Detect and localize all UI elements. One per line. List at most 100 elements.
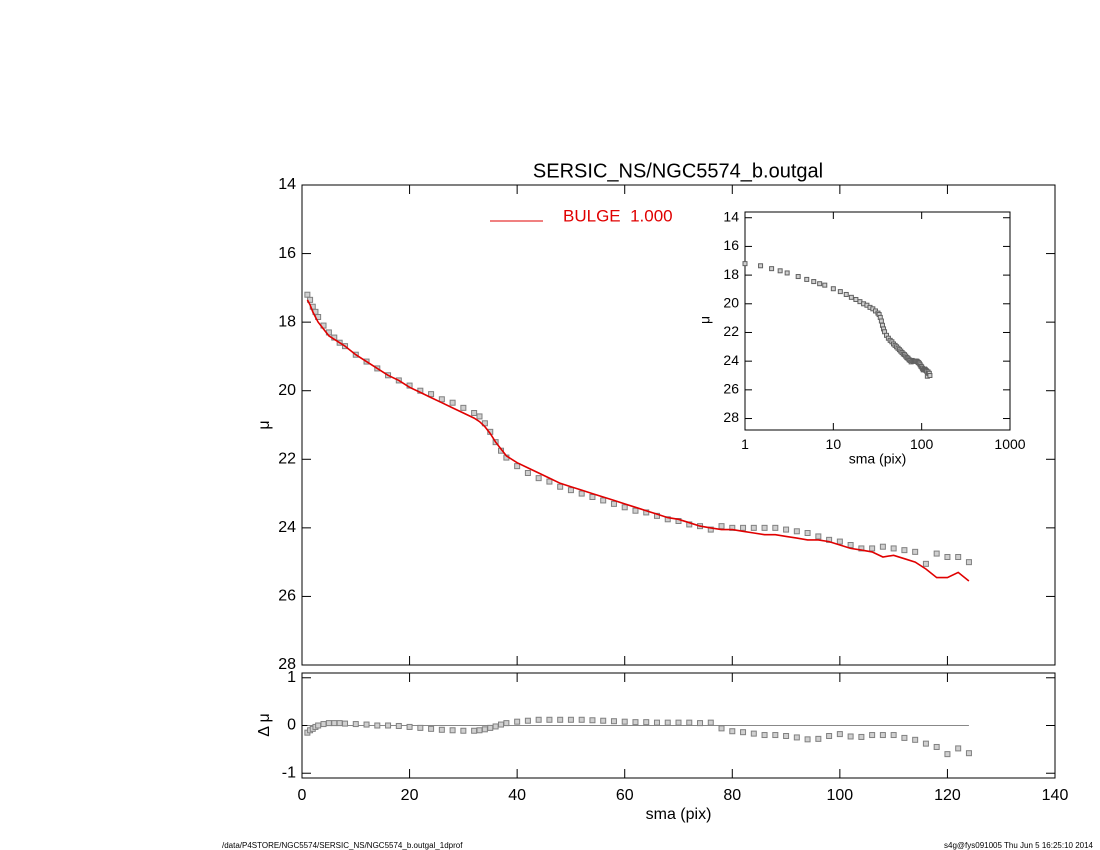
data-point <box>944 751 951 758</box>
data-point <box>933 743 940 750</box>
data-point <box>869 732 876 739</box>
data-point <box>374 722 381 729</box>
model-line <box>306 299 970 582</box>
data-point <box>514 718 521 725</box>
data-point <box>783 526 790 533</box>
data-point <box>621 504 628 511</box>
data-point <box>826 733 833 739</box>
data-point <box>761 524 768 531</box>
data-point <box>901 734 908 741</box>
data-point <box>438 396 445 403</box>
data-point <box>567 487 574 494</box>
data-point <box>600 717 607 724</box>
data-point <box>524 470 531 476</box>
data-point <box>610 718 617 725</box>
data-point <box>815 735 822 742</box>
data-point <box>869 545 876 552</box>
data-point <box>890 545 897 552</box>
data-point <box>718 725 725 732</box>
data-point <box>514 463 521 470</box>
data-point <box>927 373 933 378</box>
y-tick-label: 18 <box>723 266 739 282</box>
data-point <box>793 734 800 741</box>
data-point <box>933 550 940 557</box>
data-point <box>804 736 811 743</box>
data-point <box>535 716 542 723</box>
data-point <box>385 722 392 729</box>
data-point <box>729 728 736 735</box>
x-axis-label: sma (pix) <box>849 451 907 467</box>
data-point <box>632 719 639 726</box>
data-point <box>769 266 775 272</box>
data-point <box>498 721 505 728</box>
data-point <box>750 730 757 737</box>
data-point <box>578 716 585 723</box>
x-tick-label: 1000 <box>994 436 1025 452</box>
data-point <box>315 722 322 729</box>
data-point <box>858 545 865 552</box>
data-point <box>858 733 865 740</box>
data-point <box>783 733 790 739</box>
y-tick-label: 28 <box>278 656 296 673</box>
data-point <box>428 391 435 398</box>
data-point <box>675 719 682 726</box>
data-point <box>777 268 783 274</box>
y-tick-label: 22 <box>278 451 296 468</box>
x-tick-label: 120 <box>934 787 961 804</box>
data-point <box>557 716 564 723</box>
data-point <box>342 720 349 727</box>
data-point <box>535 475 542 482</box>
data-point <box>965 559 972 566</box>
plot-frame <box>301 184 1056 666</box>
y-axis-label: Δ μ <box>256 713 273 736</box>
data-point <box>965 750 972 757</box>
data-point <box>395 722 402 729</box>
data-point <box>686 719 693 726</box>
data-point <box>610 500 617 507</box>
data-point <box>750 524 757 531</box>
data-point <box>817 281 823 287</box>
data-point <box>546 716 553 723</box>
data-point <box>890 732 897 739</box>
y-tick-label: 22 <box>723 323 739 339</box>
data-point <box>804 276 810 282</box>
y-tick-label: 16 <box>723 237 739 253</box>
data-point <box>761 732 768 739</box>
data-point <box>664 719 671 726</box>
data-point <box>487 724 494 731</box>
data-point <box>740 524 747 531</box>
data-point <box>320 721 327 728</box>
data-point <box>476 413 483 420</box>
data-point <box>449 727 456 734</box>
data-point <box>471 727 478 734</box>
data-point <box>331 720 338 727</box>
data-point <box>352 721 359 728</box>
x-tick-label: 10 <box>826 436 842 452</box>
data-point <box>955 554 962 560</box>
data-point <box>901 547 908 554</box>
y-tick-label: 1 <box>287 669 296 686</box>
data-point <box>784 270 790 276</box>
data-point <box>879 732 886 739</box>
plot-frame <box>744 211 1011 431</box>
data-point <box>822 282 828 288</box>
data-point <box>853 296 859 302</box>
y-tick-label: 26 <box>723 381 739 397</box>
data-point <box>449 399 456 406</box>
data-point <box>567 716 574 723</box>
data-point <box>524 717 531 724</box>
data-point <box>600 497 607 504</box>
data-point <box>811 279 817 285</box>
data-point <box>471 410 478 416</box>
legend-label: BULGE 1.000 <box>563 206 673 225</box>
data-point <box>460 404 467 411</box>
y-tick-label: 14 <box>723 208 739 224</box>
data-point <box>406 723 413 730</box>
data-point <box>837 289 843 295</box>
y-tick-label: 0 <box>287 717 296 734</box>
footer-left: /data/P4STORE/NGC5574/SERSIC_NS/NGC5574_… <box>222 841 463 850</box>
data-point <box>363 721 370 728</box>
data-point <box>546 478 553 485</box>
footer-right: s4g@fys091005 Thu Jun 5 16:25:10 2014 <box>944 841 1094 850</box>
